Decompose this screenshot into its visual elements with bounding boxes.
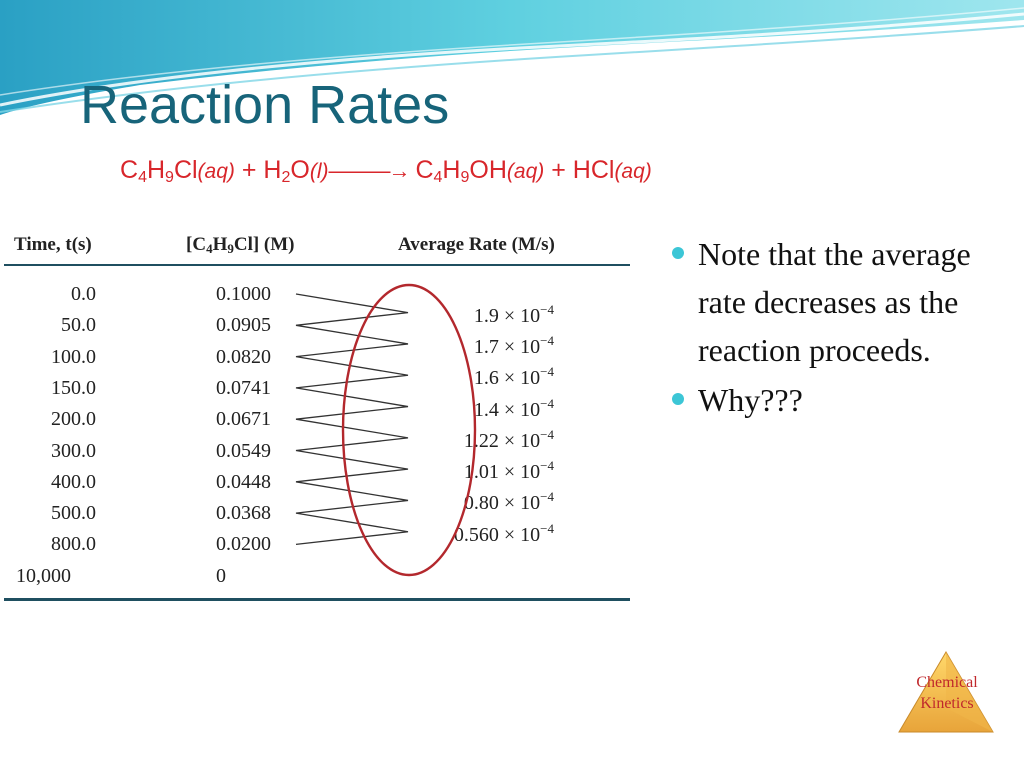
average-rate-cell: 0.560 × 10−4 xyxy=(453,520,554,546)
average-rate-cell: 1.9 × 10−4 xyxy=(473,301,554,327)
concentration-cell: 0.0200 xyxy=(216,533,271,556)
time-cell: 800.0 xyxy=(51,533,96,556)
logo-label: Chemical Kinetics xyxy=(916,674,978,712)
time-cell: 100.0 xyxy=(51,345,96,368)
time-cell: 50.0 xyxy=(61,314,96,337)
bullet-list: Note that the average rate decreases as … xyxy=(668,230,998,426)
time-cell: 150.0 xyxy=(51,376,96,399)
chemical-kinetics-logo xyxy=(898,651,994,733)
slide-title: Reaction Rates xyxy=(80,75,450,135)
average-rate-cell: 1.4 × 10−4 xyxy=(473,395,554,421)
reaction-arrow: ———→ xyxy=(328,158,411,183)
highlight-oval xyxy=(341,283,477,577)
time-cell: 300.0 xyxy=(51,439,96,462)
concentration-cell: 0.0549 xyxy=(216,439,271,462)
zigzag-connector-lines xyxy=(295,283,477,577)
column-header-average-rate: Average Rate (M/s) xyxy=(398,234,555,255)
bullet-dot-icon xyxy=(672,393,684,405)
time-cell: 200.0 xyxy=(51,408,96,431)
concentration-cell: 0 xyxy=(216,564,226,587)
average-rate-cell: 1.22 × 10−4 xyxy=(463,426,554,452)
concentration-cell: 0.0820 xyxy=(216,345,271,368)
rate-data-table: Time, t(s) [C4H9Cl] (M) Average Rate (M/… xyxy=(4,228,630,604)
table-bottom-rule xyxy=(4,598,630,601)
concentration-cell: 0.0448 xyxy=(216,470,271,493)
average-rate-cell: 1.01 × 10−4 xyxy=(463,458,554,484)
concentration-cell: 0.1000 xyxy=(216,283,271,305)
time-cell: 500.0 xyxy=(51,502,96,525)
concentration-cell: 0.0671 xyxy=(216,408,271,431)
bullet-dot-icon xyxy=(672,247,684,259)
column-header-time: Time, t(s) xyxy=(14,234,92,255)
concentration-cell: 0.0905 xyxy=(216,314,271,337)
column-header-concentration: [C4H9Cl] (M) xyxy=(186,234,295,256)
bullet-item: Why??? xyxy=(668,376,998,424)
time-cell: 400.0 xyxy=(51,470,96,493)
bullet-item: Note that the average rate decreases as … xyxy=(668,230,998,374)
table-header-rule xyxy=(4,264,630,266)
header-wave-banner xyxy=(0,0,1024,115)
average-rate-cell: 1.7 × 10−4 xyxy=(473,332,554,358)
concentration-cell: 0.0368 xyxy=(216,502,271,525)
average-rate-cell: 1.6 × 10−4 xyxy=(473,364,554,390)
average-rate-cell: 0.80 × 10−4 xyxy=(463,489,554,515)
concentration-cell: 0.0741 xyxy=(216,376,271,399)
reaction-equation: C4H9Cl(aq) + H2O(l)———→ C4H9OH(aq) + HCl… xyxy=(120,156,652,186)
time-cell: 0.0 xyxy=(71,283,96,305)
time-cell: 10,000 xyxy=(16,564,71,587)
